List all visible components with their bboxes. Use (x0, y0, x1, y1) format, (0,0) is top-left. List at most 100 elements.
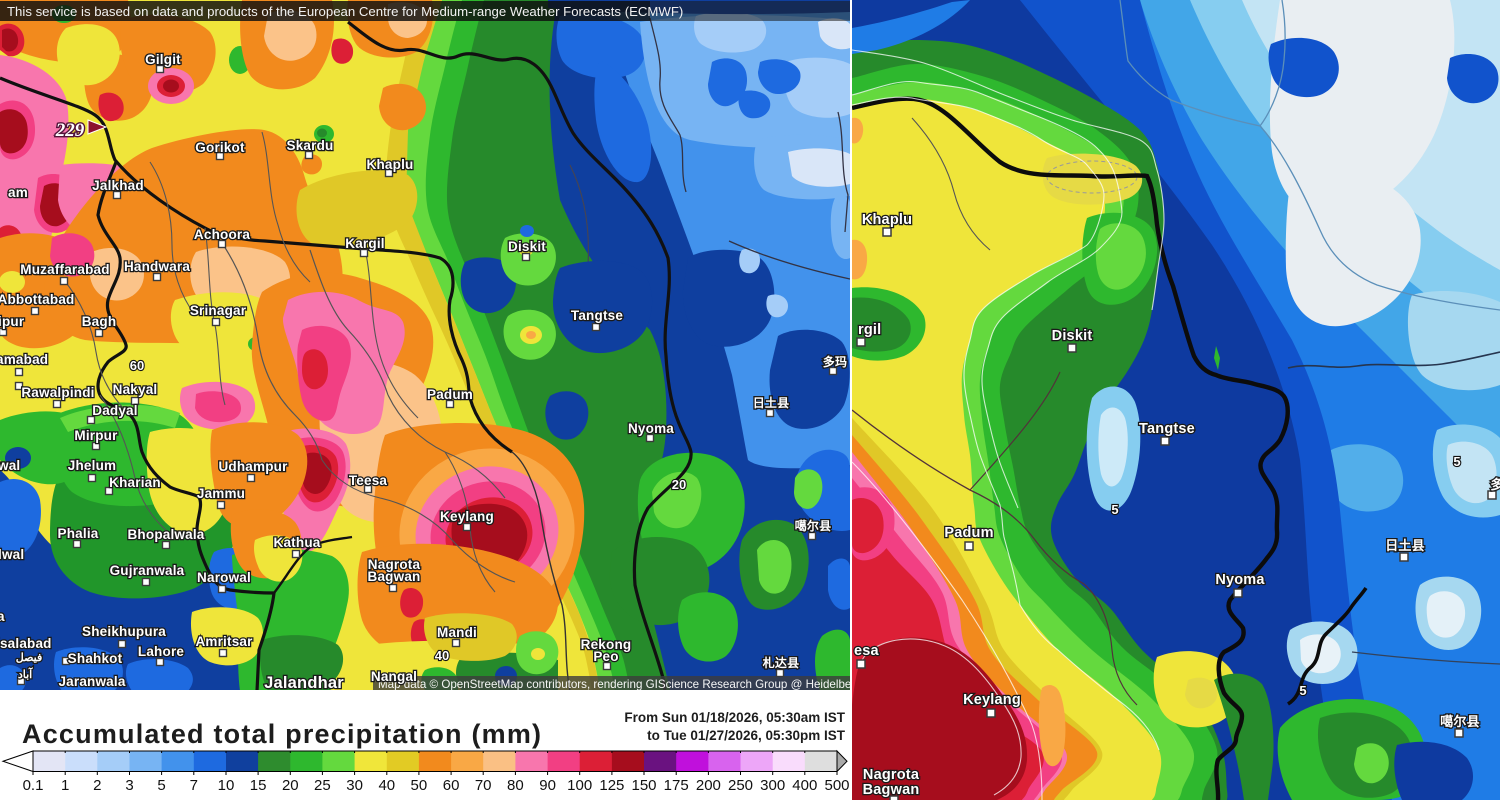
svg-text:Srinagar: Srinagar (190, 303, 247, 318)
svg-text:to Tue 01/27/2026, 05:30pm IST: to Tue 01/27/2026, 05:30pm IST (647, 728, 846, 743)
svg-text:40: 40 (435, 648, 449, 663)
svg-text:Diskit: Diskit (1052, 328, 1093, 344)
svg-text:Skardu: Skardu (287, 138, 334, 153)
svg-text:Kathua: Kathua (274, 535, 321, 550)
svg-text:200: 200 (696, 777, 721, 794)
svg-text:2: 2 (93, 777, 101, 794)
svg-text:噶尔县: 噶尔县 (1440, 714, 1480, 729)
svg-text:Nakyal: Nakyal (113, 382, 158, 397)
svg-text:Sheikhupura: Sheikhupura (82, 624, 166, 639)
svg-text:Mandi: Mandi (437, 625, 477, 640)
svg-text:Nyoma: Nyoma (1215, 572, 1265, 588)
svg-text:20: 20 (282, 777, 299, 794)
svg-text:Lahore: Lahore (138, 644, 185, 659)
svg-text:Narowal: Narowal (197, 570, 251, 585)
svg-text:This service is based on data: This service is based on data and produc… (7, 4, 683, 19)
svg-text:20: 20 (672, 477, 686, 492)
svg-text:Udhampur: Udhampur (218, 459, 288, 474)
svg-text:Rekong: Rekong (581, 637, 632, 652)
svg-text:Jalkhad: Jalkhad (92, 178, 144, 193)
svg-text:125: 125 (599, 777, 624, 794)
svg-text:amabad: amabad (0, 352, 48, 367)
svg-text:ipur: ipur (0, 314, 25, 329)
svg-text:Teesa: Teesa (349, 473, 388, 488)
svg-text:Jaranwala: Jaranwala (58, 674, 125, 689)
svg-text:札达县: 札达县 (762, 655, 800, 670)
svg-text:Amritsar: Amritsar (195, 634, 253, 649)
svg-text:Dadyal: Dadyal (92, 403, 137, 418)
svg-text:Padum: Padum (427, 387, 473, 402)
svg-text:wal: wal (0, 458, 20, 473)
svg-text:esa: esa (854, 643, 880, 659)
svg-text:Jalandhar: Jalandhar (264, 674, 344, 691)
svg-text:a: a (0, 609, 5, 624)
svg-text:Jhelum: Jhelum (68, 458, 116, 473)
svg-text:Bhopalwala: Bhopalwala (127, 527, 204, 542)
svg-text:rgil: rgil (858, 322, 881, 338)
svg-text:15: 15 (250, 777, 267, 794)
svg-text:3: 3 (125, 777, 133, 794)
svg-text:日土县: 日土县 (753, 395, 790, 410)
svg-text:Muzaffarabad: Muzaffarabad (20, 262, 109, 277)
svg-text:多: 多 (1490, 477, 1500, 492)
svg-text:日土县: 日土县 (1385, 538, 1425, 553)
svg-text:7: 7 (190, 777, 198, 794)
svg-text:250: 250 (728, 777, 753, 794)
svg-text:Nagrota: Nagrota (863, 767, 920, 783)
svg-text:229: 229 (55, 120, 85, 141)
svg-text:400: 400 (792, 777, 817, 794)
svg-text:0.1: 0.1 (23, 777, 44, 794)
svg-text:Tangtse: Tangtse (1139, 421, 1195, 437)
svg-text:5: 5 (1299, 683, 1306, 698)
svg-text:Nagrota: Nagrota (368, 557, 421, 572)
svg-text:Achoora: Achoora (194, 227, 250, 242)
svg-text:5: 5 (1453, 454, 1460, 469)
svg-text:isalabad: isalabad (0, 636, 52, 651)
svg-text:am: am (8, 185, 28, 200)
svg-text:Handwara: Handwara (124, 259, 190, 274)
svg-text:60: 60 (443, 777, 460, 794)
svg-text:From Sun 01/18/2026, 05:30am I: From Sun 01/18/2026, 05:30am IST (624, 710, 845, 725)
svg-text:Keylang: Keylang (963, 692, 1021, 708)
svg-text:Phalia: Phalia (58, 526, 99, 541)
svg-text:60: 60 (130, 358, 144, 373)
svg-text:Mirpur: Mirpur (74, 428, 118, 443)
svg-text:Rawalpindi: Rawalpindi (21, 385, 94, 400)
svg-text:Gorikot: Gorikot (195, 140, 245, 155)
svg-text:Kargil: Kargil (345, 236, 384, 251)
svg-text:70: 70 (475, 777, 492, 794)
svg-text:50: 50 (411, 777, 428, 794)
svg-text:Bagh: Bagh (82, 314, 117, 329)
svg-text:5: 5 (1111, 502, 1118, 517)
svg-text:5: 5 (157, 777, 165, 794)
svg-text:آباد: آباد (18, 667, 33, 681)
svg-text:Tangtse: Tangtse (571, 308, 623, 323)
svg-text:Map data © OpenStreetMap contr: Map data © OpenStreetMap contributors, r… (378, 678, 850, 691)
svg-text:175: 175 (664, 777, 689, 794)
svg-text:Khaplu: Khaplu (367, 157, 414, 172)
svg-text:Peo: Peo (593, 649, 618, 664)
svg-text:100: 100 (567, 777, 592, 794)
svg-text:Diskit: Diskit (508, 239, 546, 254)
svg-text:Accumulated total precipitatio: Accumulated total precipitation (mm) (22, 719, 542, 749)
svg-text:Kharian: Kharian (109, 475, 161, 490)
svg-text:80: 80 (507, 777, 524, 794)
svg-text:Bagwan: Bagwan (368, 569, 421, 584)
svg-text:Jammu: Jammu (197, 486, 245, 501)
svg-text:Nyoma: Nyoma (628, 421, 674, 436)
svg-text:Nangal: Nangal (371, 669, 417, 684)
svg-text:lwal: lwal (0, 547, 24, 562)
svg-text:Abbottabad: Abbottabad (0, 292, 75, 307)
svg-text:Khaplu: Khaplu (862, 212, 912, 228)
svg-text:150: 150 (631, 777, 656, 794)
svg-text:噶尔县: 噶尔县 (795, 518, 832, 533)
svg-text:Gujranwala: Gujranwala (110, 563, 185, 578)
svg-text:90: 90 (539, 777, 556, 794)
svg-text:Keylang: Keylang (440, 509, 494, 524)
svg-text:500: 500 (824, 777, 849, 794)
svg-text:Padum: Padum (944, 525, 993, 541)
svg-text:40: 40 (378, 777, 395, 794)
svg-text:Bagwan: Bagwan (863, 782, 920, 798)
svg-text:فيصل: فيصل (16, 652, 42, 664)
svg-text:300: 300 (760, 777, 785, 794)
